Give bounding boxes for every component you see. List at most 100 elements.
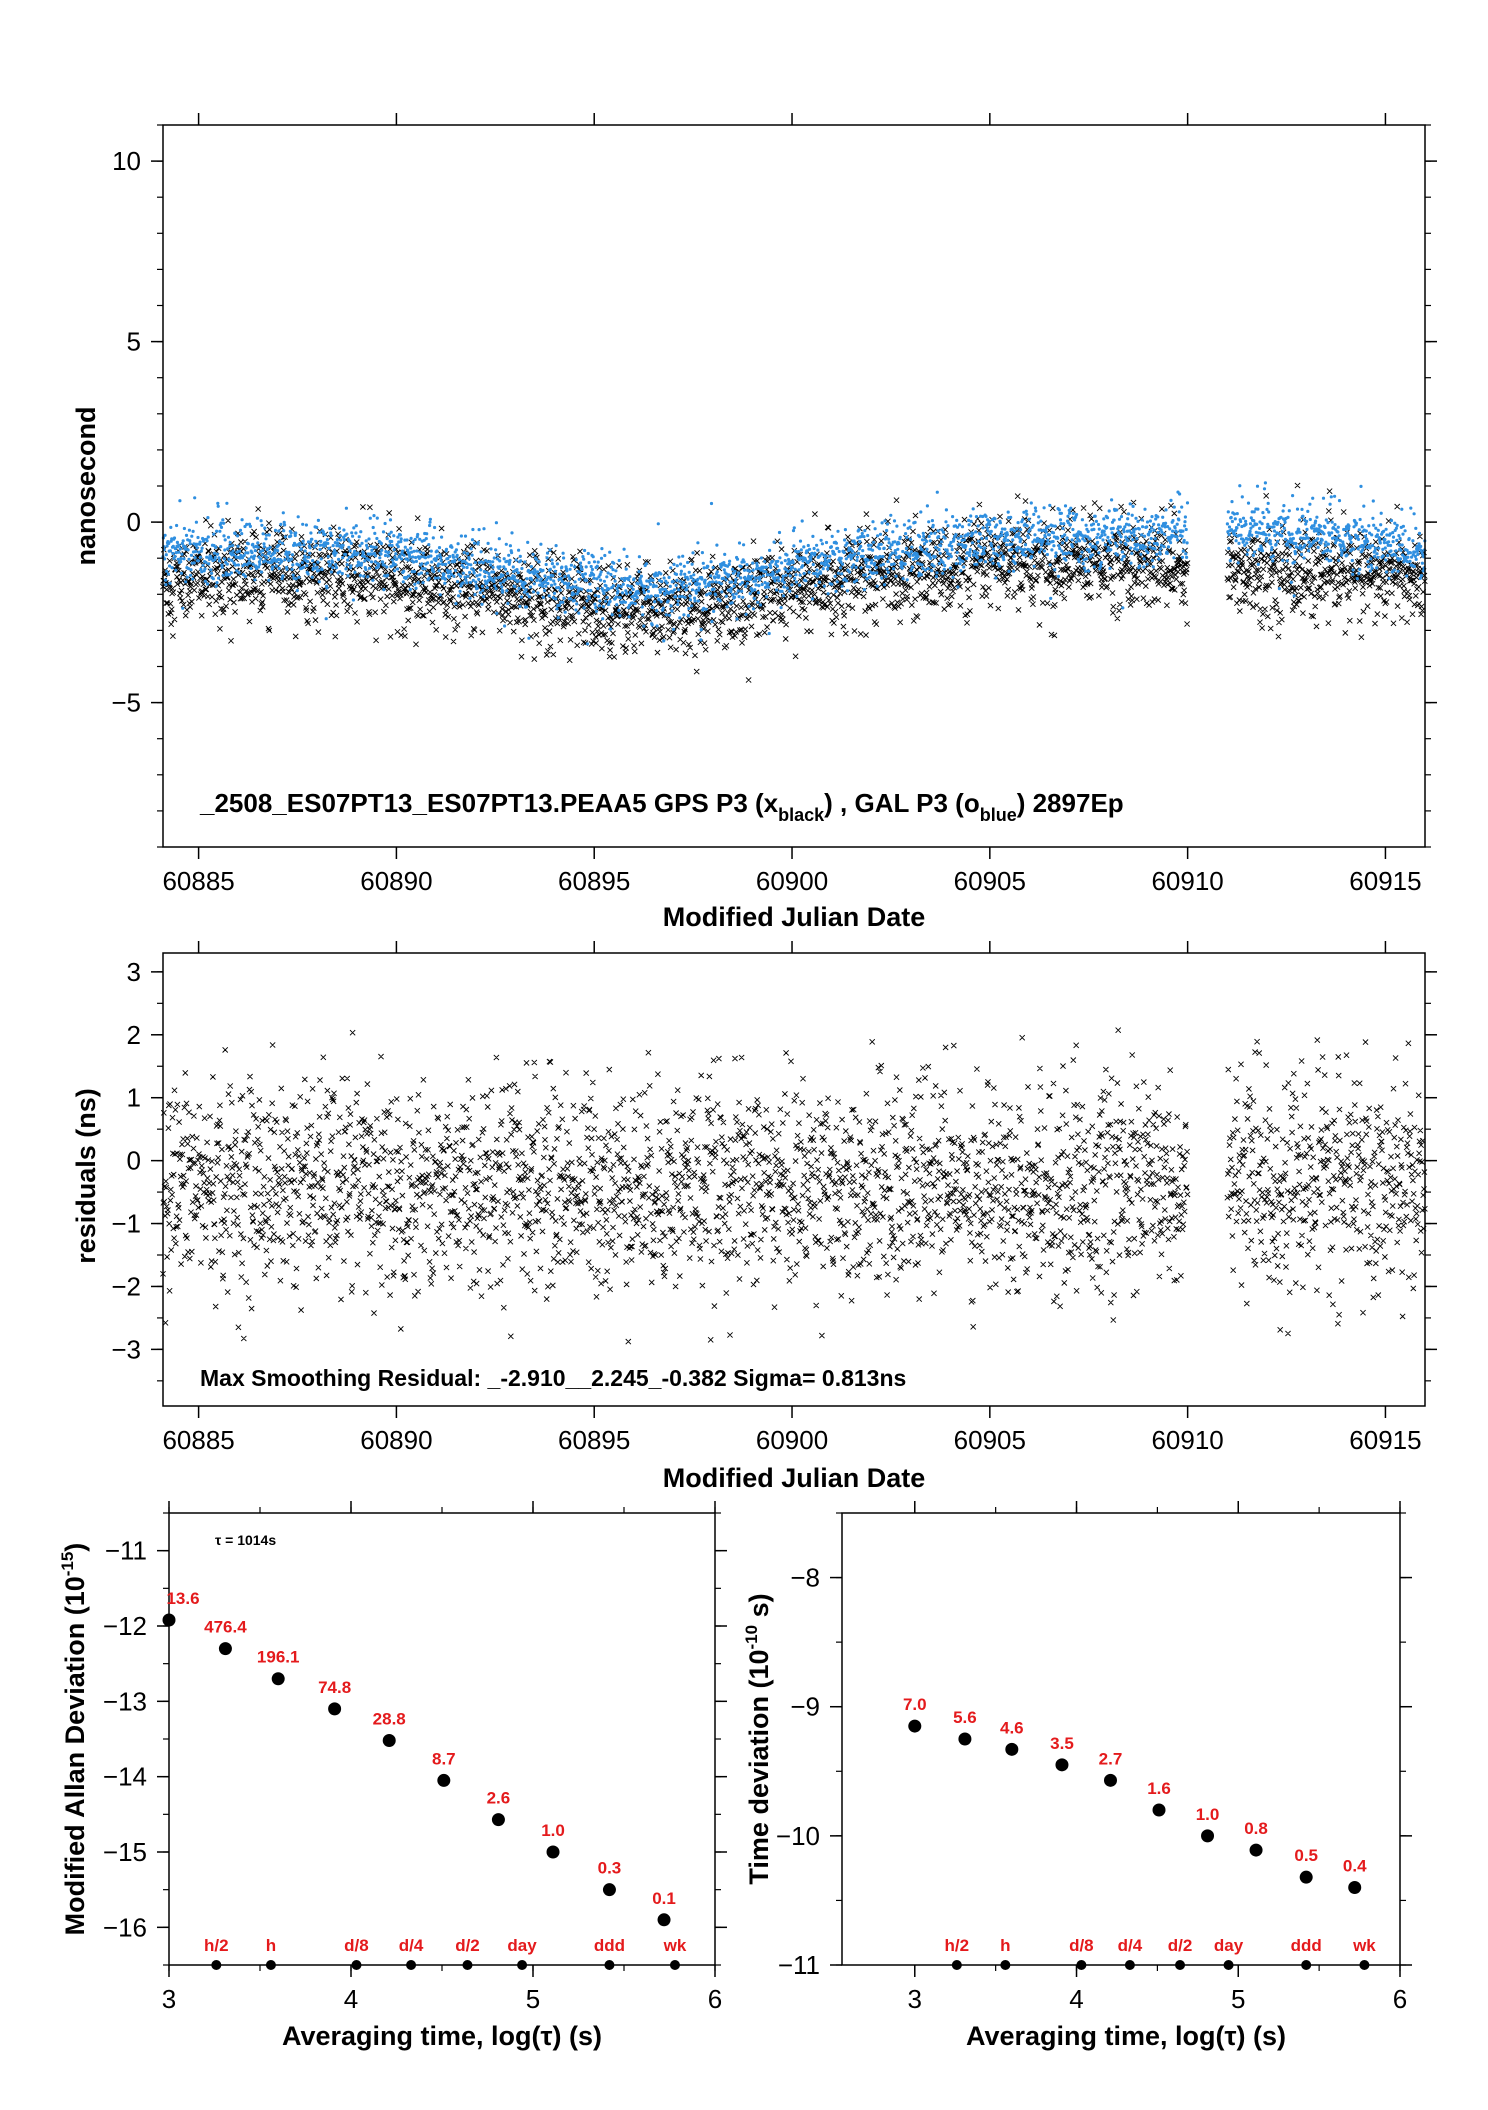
x-tick-label: 60895 — [558, 1425, 630, 1455]
timescale-marker-label: d/2 — [455, 1936, 480, 1955]
deviation-point — [1201, 1829, 1215, 1843]
deviation-point — [1152, 1803, 1166, 1817]
timescale-marker-label: h — [1000, 1936, 1010, 1955]
point-value-label: 74.8 — [318, 1678, 351, 1697]
y-tick-label: −9 — [790, 1692, 820, 1722]
point-value-label: 1.0 — [1196, 1805, 1220, 1824]
x-tick-label: 5 — [1231, 1984, 1245, 2014]
residuals-y-axis-label: residuals (ns) — [71, 1088, 101, 1264]
mdev-points: 13.6 476.4 196.1 74.8 28.8 8.7 2.6 1.0 0.3 0.1 h/2… — [162, 1589, 687, 1970]
x-tick-label: 60890 — [360, 866, 432, 896]
timescale-marker-dot — [406, 1960, 417, 1970]
y-tick-label: −11 — [778, 1950, 820, 1980]
y-tick-label: −1 — [111, 1209, 141, 1239]
deviation-point — [657, 1913, 671, 1927]
mdev-tau-label: τ = 1014s — [215, 1532, 276, 1548]
timescale-marker-label: d/8 — [344, 1936, 369, 1955]
x-tick-label: 3 — [908, 1984, 922, 2014]
deviation-point — [1103, 1773, 1117, 1787]
x-tick-label: 4 — [1069, 1984, 1083, 2014]
point-value-label: 0.5 — [1294, 1846, 1318, 1865]
y-tick-label: −15 — [103, 1837, 147, 1867]
y-tick-label: −3 — [111, 1334, 141, 1364]
x-tick-label: 4 — [344, 1984, 358, 2014]
tdev-axes: −8 −9 −10 −11 3 4 5 6 — [776, 1501, 1412, 2014]
y-tick-label: −16 — [103, 1912, 147, 1942]
x-tick-label: 60900 — [756, 866, 828, 896]
y-tick-label: 1 — [127, 1083, 141, 1113]
point-value-label: 196.1 — [257, 1648, 300, 1667]
timescale-marker-dot — [1359, 1960, 1370, 1970]
timescale-marker-label: day — [507, 1936, 537, 1955]
x-tick-label: 60895 — [558, 866, 630, 896]
y-tick-label: 3 — [127, 957, 141, 987]
point-value-label: 13.6 — [166, 1589, 199, 1608]
mdev-x-axis-label: Averaging time, log(τ) (s) — [282, 2021, 602, 2051]
timescale-marker-dot — [669, 1960, 680, 1970]
tdev-x-axis-label: Averaging time, log(τ) (s) — [966, 2021, 1286, 2051]
y-tick-label: 0 — [127, 507, 141, 537]
point-value-label: 7.0 — [903, 1695, 927, 1714]
point-value-label: 1.6 — [1147, 1779, 1171, 1798]
timescale-marker-dot — [604, 1960, 615, 1970]
point-value-label: 0.4 — [1343, 1857, 1367, 1876]
timescale-marker-label: h/2 — [945, 1936, 970, 1955]
timescale-marker-dot — [1076, 1960, 1087, 1970]
offset-y-axis-label: nanosecond — [71, 406, 101, 565]
point-value-label: 3.5 — [1050, 1734, 1074, 1753]
deviation-point — [1055, 1758, 1069, 1772]
timescale-marker-label: wk — [663, 1936, 687, 1955]
offset-panel: 10 5 0 −5 60885 60890 60895 60900 60905 60910 6091… — [71, 113, 1437, 932]
point-value-label: 0.3 — [598, 1859, 622, 1878]
y-tick-label: 10 — [112, 146, 141, 176]
deviation-point — [602, 1883, 616, 1897]
timescale-marker-dot — [1000, 1960, 1011, 1970]
timescale-marker-label: ddd — [594, 1936, 625, 1955]
x-tick-label: 60885 — [162, 1425, 234, 1455]
x-tick-label: 3 — [162, 1984, 176, 2014]
y-tick-label: 5 — [127, 327, 141, 357]
y-tick-label: −14 — [103, 1762, 147, 1792]
x-tick-label: 60915 — [1349, 866, 1421, 896]
x-tick-label: 60900 — [756, 1425, 828, 1455]
y-tick-label: −10 — [776, 1821, 820, 1851]
x-tick-label: 60910 — [1151, 1425, 1223, 1455]
timescale-marker-dot — [1175, 1960, 1186, 1970]
tdev-plot-frame — [841, 1512, 1401, 1966]
mdev-y-axis-label: Modified Allan Deviation (10-15) — [58, 1543, 90, 1936]
residuals-plot-frame — [162, 952, 1426, 1407]
timescale-marker-label: wk — [1352, 1936, 1376, 1955]
y-tick-label: −8 — [790, 1563, 820, 1593]
point-value-label: 8.7 — [432, 1749, 456, 1768]
x-tick-label: 6 — [708, 1984, 722, 2014]
tdev-panel: −8 −9 −10 −11 3 4 5 6 7.0 5.6 4.6 3.5 2.7 1.6 1.0 0.8 0… — [742, 1501, 1412, 2051]
timescale-marker-dot — [1124, 1960, 1135, 1970]
deviation-point — [437, 1773, 451, 1787]
x-tick-label: 60890 — [360, 1425, 432, 1455]
residuals-axes: 3 2 1 0 −1 −2 −3 60885 60890 60895 60900 60905 60910… — [111, 941, 1437, 1455]
deviation-point — [1249, 1843, 1263, 1857]
y-tick-label: −5 — [111, 688, 141, 718]
deviation-point — [546, 1845, 560, 1859]
point-value-label: 0.8 — [1244, 1819, 1268, 1838]
tdev-y-axis-label: Time deviation (10-10 s) — [742, 1593, 774, 1884]
deviation-point — [958, 1732, 972, 1746]
x-tick-label: 6 — [1393, 1984, 1407, 2014]
point-value-label: 2.7 — [1099, 1749, 1123, 1768]
deviation-point — [162, 1613, 176, 1627]
timescale-marker-label: ddd — [1291, 1936, 1322, 1955]
timescale-marker-dot — [265, 1960, 276, 1970]
timescale-marker-dot — [1223, 1960, 1234, 1970]
timescale-marker-label: d/2 — [1168, 1936, 1193, 1955]
timescale-marker-dot — [351, 1960, 362, 1970]
deviation-point — [1005, 1742, 1019, 1756]
y-tick-label: 2 — [127, 1020, 141, 1050]
timescale-marker-label: d/4 — [399, 1936, 424, 1955]
x-tick-label: 60905 — [954, 1425, 1026, 1455]
timescale-marker-label: d/4 — [1118, 1936, 1143, 1955]
y-tick-label: −2 — [111, 1271, 141, 1301]
point-value-label: 4.6 — [1000, 1718, 1024, 1737]
